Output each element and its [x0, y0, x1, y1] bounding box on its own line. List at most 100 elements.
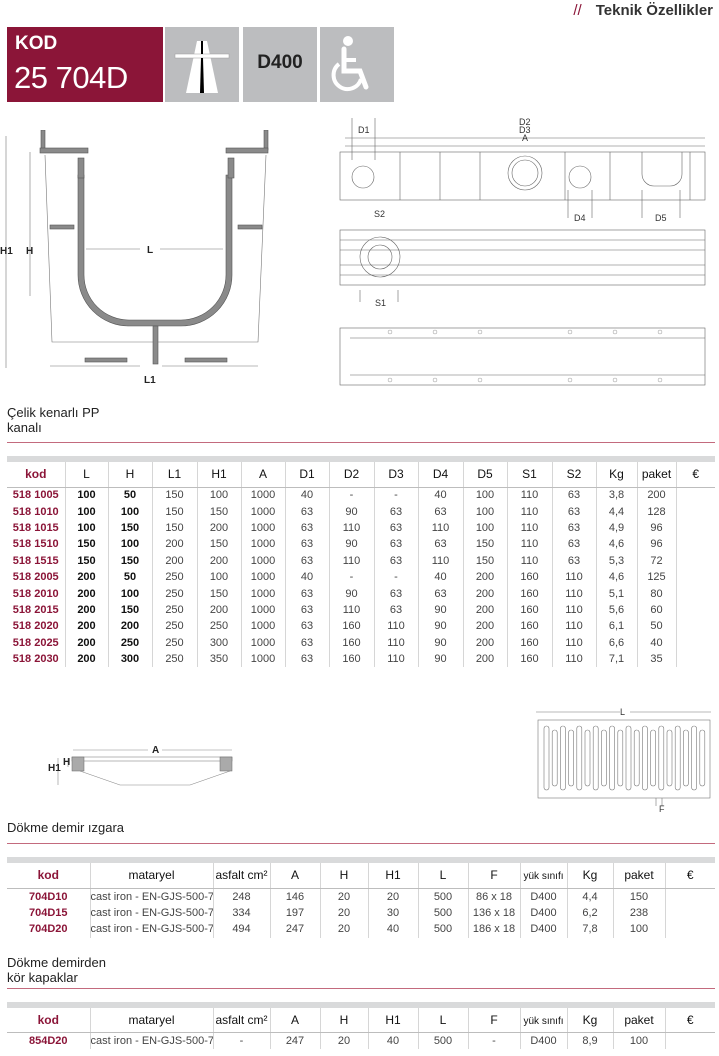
- channel-section-drawing: H1 H L L1: [0, 130, 269, 386]
- column-header-label: mataryel: [128, 1012, 175, 1027]
- table-cell: 110: [551, 585, 596, 602]
- table-cell: 200: [64, 568, 108, 586]
- table-cell: 63: [373, 585, 418, 602]
- table-cell: 150: [196, 536, 241, 553]
- divider: [7, 988, 715, 989]
- table-cell: D400: [519, 888, 567, 905]
- table-cell: 200: [196, 601, 241, 619]
- table-row: 704D20 cast iron - EN-GJS-500-7 494 247 20 40…: [7, 921, 715, 938]
- table-cell: 150: [107, 519, 152, 537]
- product-code-cell: 704D20: [28, 923, 68, 936]
- column-header: F: [467, 1008, 520, 1033]
- header-title: Teknik Özellikler: [595, 2, 713, 19]
- table-cell: 100: [107, 585, 152, 602]
- table-cell: 110: [506, 503, 552, 520]
- highway-badge: [165, 27, 239, 102]
- table-cell: -: [373, 487, 418, 504]
- table-cell: 110: [373, 650, 418, 668]
- column-header-label: L1: [167, 467, 182, 482]
- table-cell: 40: [284, 568, 329, 586]
- table-cell: 200: [462, 618, 507, 635]
- table-cell: [675, 601, 715, 619]
- table-cell: 160: [506, 618, 552, 635]
- label-s2: S2: [374, 209, 385, 219]
- table-cell: 80: [636, 585, 676, 602]
- table-cell: 63: [417, 503, 463, 520]
- table-cell: [675, 519, 715, 537]
- label-h1: H1: [48, 763, 61, 774]
- table-cell: 8,9: [566, 1032, 613, 1049]
- table-row: 518 2030 200 300 250 350 1000 63 160 110 90 200 160…: [7, 650, 715, 668]
- table-cell: 63: [284, 634, 329, 651]
- column-header: paket: [636, 462, 676, 488]
- table-cell: 200: [462, 650, 507, 668]
- table-cell: 100: [196, 487, 241, 504]
- table-cell: 1000: [240, 487, 285, 504]
- table-cell: 160: [506, 601, 552, 619]
- table-cell: 160: [328, 618, 374, 635]
- table-cell: 1000: [240, 552, 285, 569]
- table-cell: 90: [328, 503, 374, 520]
- table-cell: 90: [328, 585, 374, 602]
- grate-slot: [666, 729, 673, 787]
- table-cell: 200: [64, 618, 108, 635]
- table-cell: D400: [519, 1032, 567, 1049]
- table-cell: cast iron - EN-GJS-500-7: [89, 921, 213, 938]
- table-row: 518 2010 200 100 250 150 1000 63 90 63 63 200 160 11…: [7, 585, 715, 602]
- column-header: L1: [151, 462, 197, 488]
- column-header-label: H1: [385, 868, 401, 883]
- table-cell: 4,4: [595, 503, 637, 520]
- table-cell: 1000: [240, 585, 285, 602]
- column-header-label: €: [686, 868, 694, 883]
- column-header: S2: [551, 462, 596, 488]
- label-a: A: [152, 745, 159, 756]
- column-header: A: [269, 1008, 320, 1033]
- table-cell: 200: [151, 536, 197, 553]
- column-header-label: H: [125, 467, 135, 482]
- table-cell: 150: [64, 536, 108, 553]
- kod-label: KOD: [15, 33, 58, 54]
- table-cell: 150: [196, 585, 241, 602]
- table-row: 518 1515 150 150 200 200 1000 63 110 63 110 150 110…: [7, 552, 715, 569]
- table-cell: 20: [319, 921, 368, 938]
- table-cell: 128: [636, 503, 676, 520]
- table-cell: 110: [417, 552, 463, 569]
- table-cell: 200: [64, 585, 108, 602]
- column-header: yük sınıfı: [519, 863, 567, 889]
- table-cell: 63: [373, 552, 418, 569]
- table-row: 518 2005 200 50 250 100 1000 40- -40 200 160 110 4,…: [7, 568, 715, 586]
- table-cell: 63: [284, 552, 329, 569]
- table-row: 518 2020 200 200 250 250 1000 63 160 110 90 200 160…: [7, 618, 715, 635]
- product-code-cell: 518 1510: [12, 538, 59, 551]
- column-header: D5: [462, 462, 507, 488]
- title-line-2: kör kapaklar: [7, 970, 78, 985]
- table-cell: 160: [506, 568, 552, 586]
- column-header: H: [107, 462, 152, 488]
- table-row: 518 1005 100 50 150 100 1000 40- -40 100 110 63 3,8…: [7, 487, 715, 504]
- column-header-label: mataryel: [128, 868, 175, 883]
- table-cell: 110: [506, 552, 552, 569]
- table-cell: 30: [367, 904, 418, 921]
- table-cell: 63: [551, 503, 596, 520]
- grate-slot: [543, 725, 550, 791]
- table-cell: 63: [417, 536, 463, 553]
- table-cell: 63: [373, 503, 418, 520]
- table-cell: 40: [417, 568, 463, 586]
- table-cell: 100: [612, 1032, 665, 1049]
- product-code-cell: 518 2025: [12, 636, 59, 649]
- table-cell: 110: [506, 519, 552, 537]
- column-header: L: [417, 1008, 468, 1033]
- table-cell: 63: [551, 552, 596, 569]
- table-cell: 200: [462, 601, 507, 619]
- grate-slot: [617, 729, 624, 787]
- table-cell: 100: [64, 519, 108, 537]
- table-cell: 1000: [240, 634, 285, 651]
- label-d2: D2: [519, 117, 531, 127]
- column-header: Kg: [566, 1008, 613, 1033]
- table-cell: 200: [462, 634, 507, 651]
- table-cell: 200: [636, 487, 676, 504]
- table-cell: 250: [151, 585, 197, 602]
- grate-slot: [683, 729, 689, 787]
- column-header-label: H1: [211, 467, 227, 482]
- label-h: H: [26, 246, 33, 257]
